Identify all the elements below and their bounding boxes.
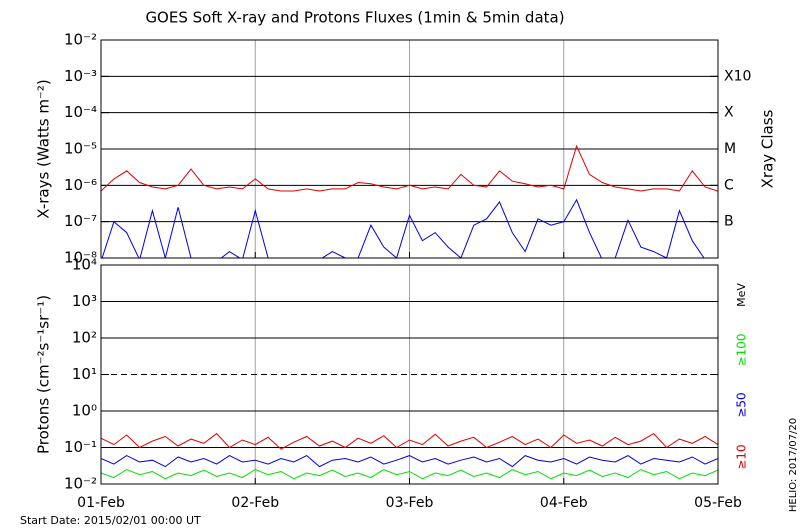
series-line — [101, 468, 718, 480]
y-tick-label: 10³ — [72, 292, 97, 310]
stamp: HELIO: 2017/07/20 — [788, 418, 799, 512]
series-line — [101, 432, 718, 450]
class-label: X10 — [724, 68, 751, 84]
chart-title: GOES Soft X-ray and Protons Fluxes (1min… — [145, 9, 564, 27]
x-tick-label: 05-Feb — [694, 495, 742, 511]
x-tick-label: 01-Feb — [77, 495, 125, 511]
plot-frame — [100, 264, 719, 485]
right-axis-title: Xray Class — [759, 109, 777, 188]
legend-label: ≥100 — [735, 334, 749, 367]
y-tick-label: 10⁻⁸ — [64, 249, 97, 267]
series-group — [101, 432, 718, 480]
y-tick-label: 10¹ — [72, 365, 97, 383]
x-tick-label: 04-Feb — [540, 495, 588, 511]
y-tick-label: 10² — [72, 329, 97, 347]
y-tick-label: 10⁻³ — [64, 67, 97, 85]
class-label: X — [724, 105, 734, 121]
y-tick-label: 10⁴ — [72, 256, 97, 274]
y-tick-label: 10⁻⁷ — [64, 212, 97, 230]
y-tick-label: 10⁻⁶ — [64, 176, 97, 194]
x-tick-label: 02-Feb — [231, 495, 279, 511]
legend-label: ≥50 — [735, 392, 749, 417]
x-tick-label: 03-Feb — [386, 495, 434, 511]
series-line — [101, 198, 718, 258]
legend-label: ≥10 — [735, 444, 749, 469]
y-tick-label: 10⁻² — [64, 475, 97, 493]
y-tick-label: 10⁻⁵ — [64, 140, 97, 158]
y-tick-label: 10⁰ — [72, 402, 97, 420]
start-date: Start Date: 2015/02/01 00:00 UT — [20, 514, 201, 527]
units-label: MeV — [735, 283, 748, 307]
series-line — [101, 144, 718, 192]
y-axis-title: Protons (cm⁻²s⁻¹sr⁻¹) — [35, 295, 53, 454]
y-tick-label: 10⁻² — [64, 31, 97, 49]
class-label: M — [724, 141, 736, 157]
class-label: C — [724, 177, 734, 193]
class-label: B — [724, 214, 734, 230]
plot-frame — [100, 39, 719, 259]
y-tick-label: 10⁻¹ — [64, 438, 97, 456]
series-line — [101, 455, 718, 468]
y-tick-label: 10⁻⁴ — [64, 103, 97, 121]
series-group — [101, 144, 718, 258]
y-axis-title: X-rays (Watts m⁻²) — [35, 79, 53, 218]
